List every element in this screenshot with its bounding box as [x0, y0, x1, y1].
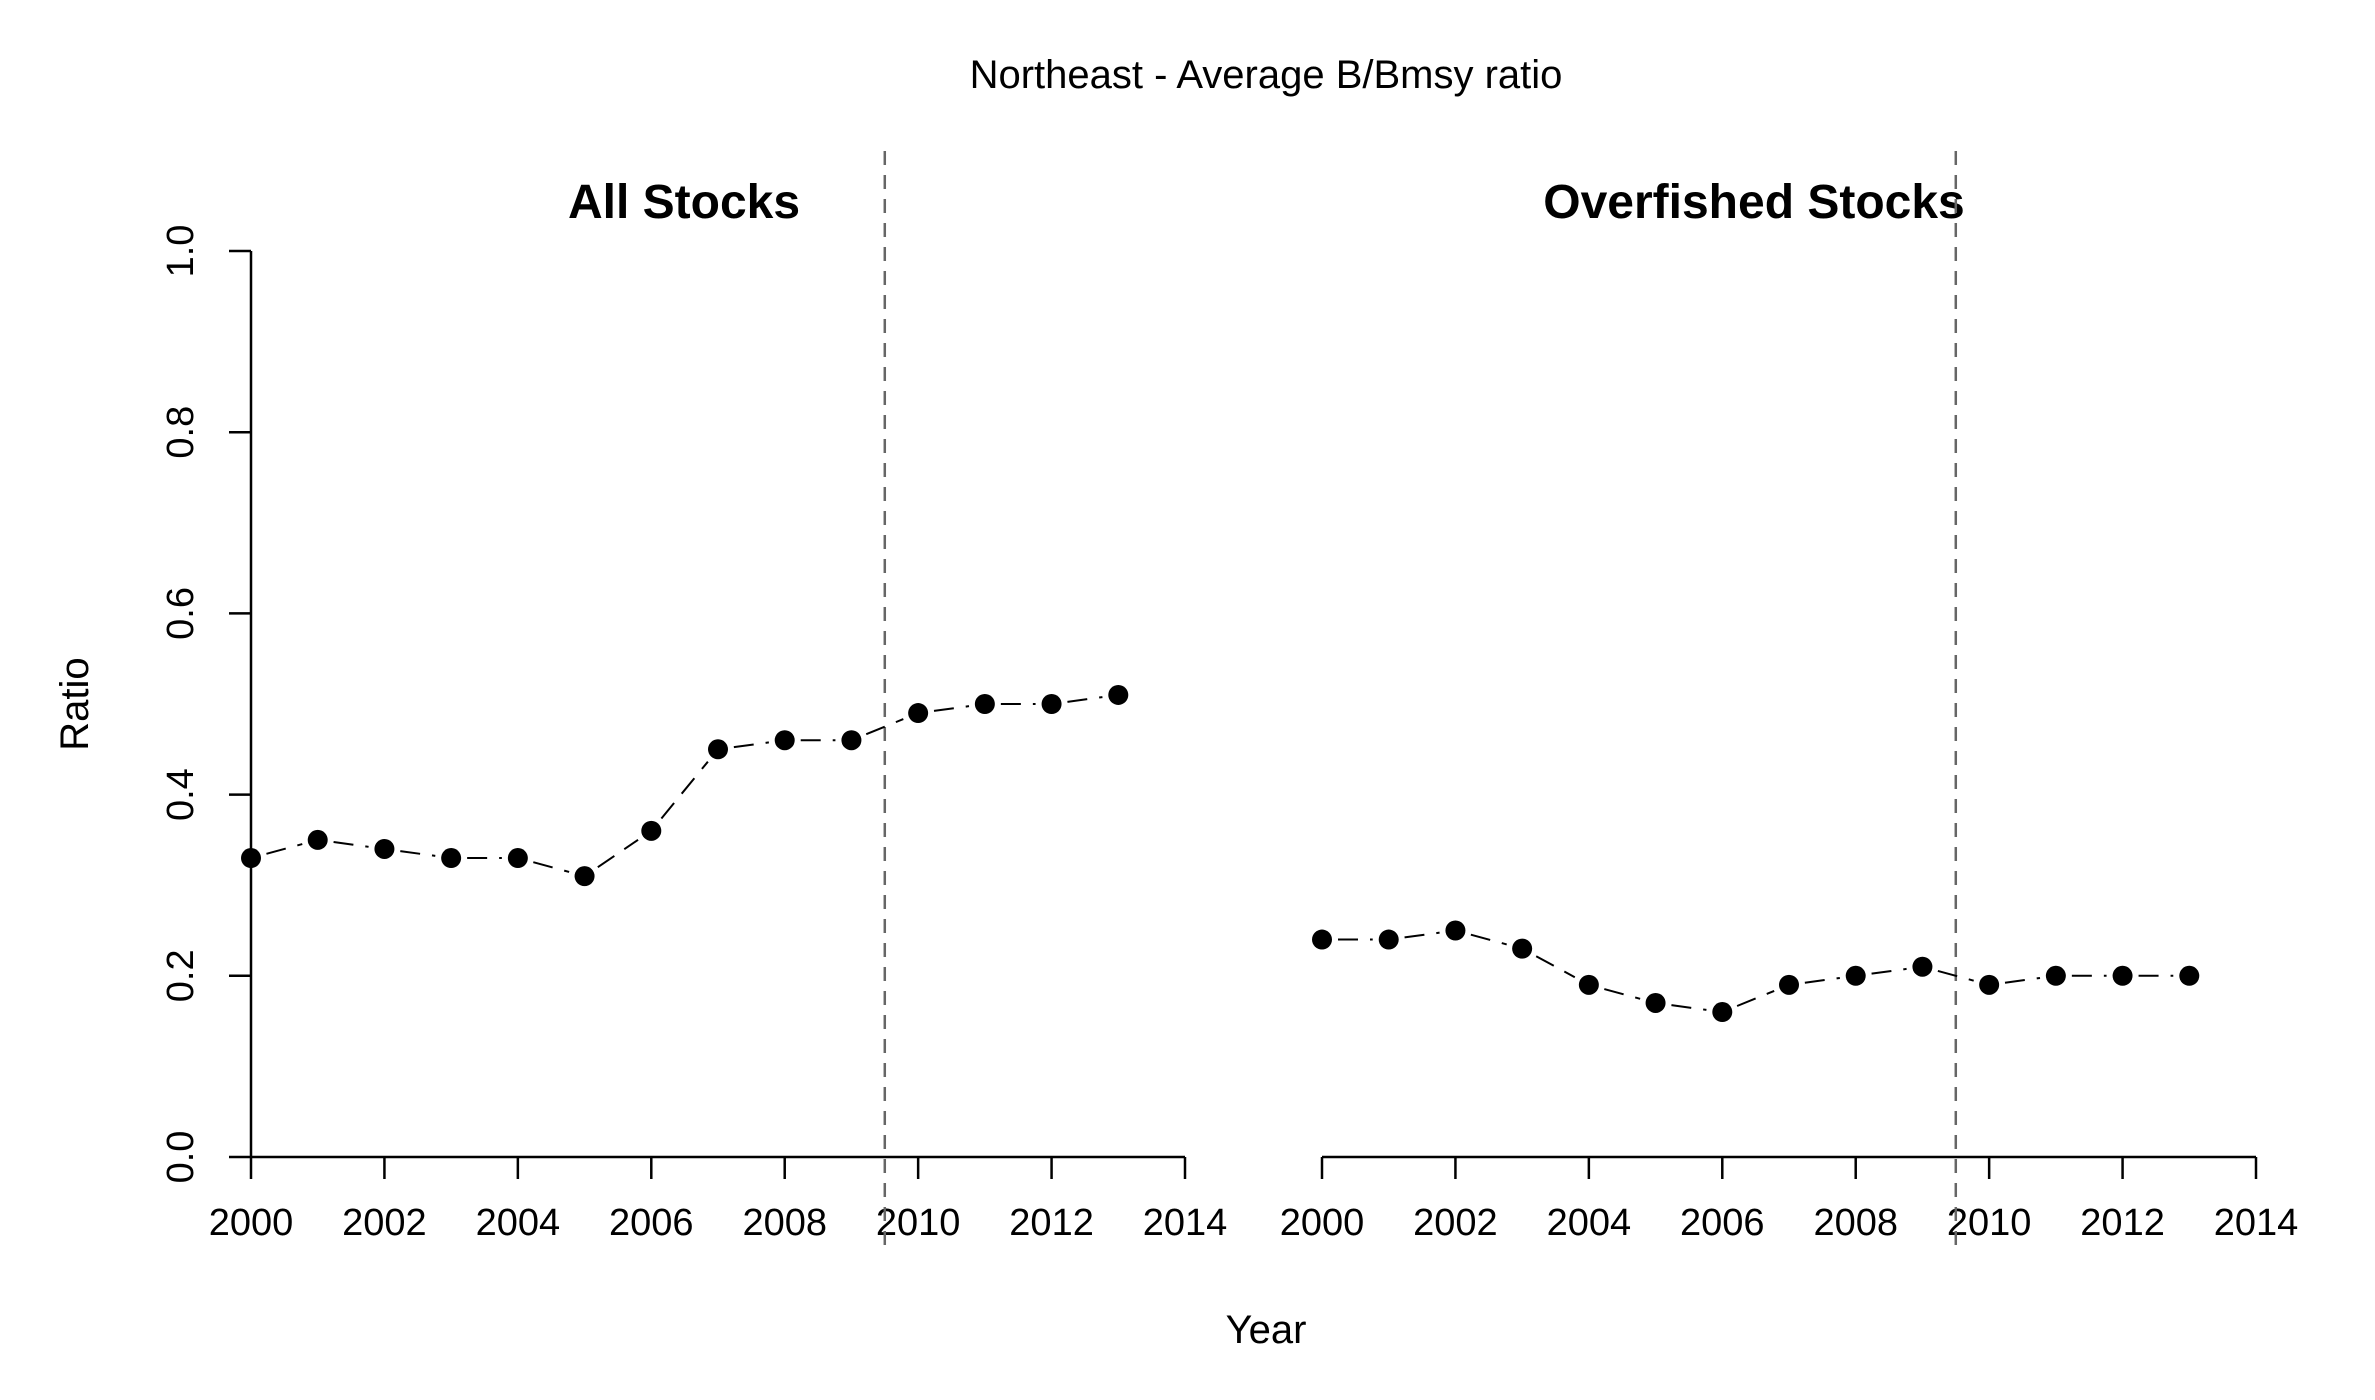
- x-tick-label: 2004: [1547, 1202, 1632, 1244]
- y-tick-label: 0.8: [160, 406, 202, 459]
- x-tick-label: 2010: [876, 1202, 961, 1244]
- panel-1: All Stocks 2000 2002 2004 2006 2008 2010 2012 20…: [160, 151, 1227, 1253]
- series-line-segment: [1937, 969, 1974, 982]
- y-axis-label: Ratio: [53, 657, 97, 750]
- data-point: [908, 703, 929, 724]
- x-tick-label: 2012: [2080, 1202, 2165, 1244]
- data-point: [1041, 694, 1062, 714]
- y-tick-label: 0.4: [160, 768, 202, 821]
- series-line-segment: [660, 761, 709, 820]
- series-line-segment: [1470, 933, 1507, 946]
- series-line-segment: [533, 861, 570, 873]
- main-title: Northeast - Average B/Bmsy ratio: [970, 53, 1563, 97]
- series-line-segment: [597, 839, 639, 868]
- series-line-segment: [1067, 696, 1103, 703]
- data-point: [841, 730, 862, 751]
- x-tick-label: 2004: [476, 1202, 561, 1244]
- data-point: [1578, 974, 1599, 995]
- series-line-segment: [865, 718, 904, 736]
- data-point: [641, 820, 662, 841]
- x-tick-label: 2006: [1680, 1202, 1765, 1244]
- panel-title: All Stocks: [568, 176, 800, 229]
- data-point: [774, 730, 795, 751]
- data-point: [1712, 1002, 1733, 1023]
- data-point: [2112, 965, 2133, 986]
- data-point: [1312, 929, 1332, 950]
- data-point: [2179, 965, 2200, 986]
- data-point: [974, 694, 995, 714]
- panel-title: Overfished Stocks: [1543, 176, 1965, 229]
- data-point: [241, 848, 261, 869]
- data-point: [441, 848, 462, 869]
- y-tick-label: 1.0: [160, 225, 202, 278]
- data-point: [1445, 920, 1466, 941]
- data-point: [1512, 938, 1533, 959]
- data-point: [1845, 965, 1866, 986]
- x-tick-label: 2010: [1947, 1202, 2032, 1244]
- y-tick-label: 0.2: [160, 949, 202, 1002]
- x-axis-label: Year: [1226, 1308, 1307, 1352]
- series-line-segment: [1804, 976, 1840, 984]
- series-line-segment: [1604, 988, 1641, 1000]
- x-tick-label: 2006: [609, 1202, 694, 1244]
- x-tick-label: 2002: [1413, 1202, 1498, 1244]
- series-line-segment: [1871, 967, 1907, 975]
- data-point: [2045, 965, 2066, 986]
- x-tick-label: 2008: [742, 1202, 827, 1244]
- series-line-segment: [933, 705, 970, 712]
- series-line-segment: [733, 741, 769, 749]
- data-point: [1645, 992, 1666, 1013]
- series-line-segment: [400, 850, 436, 857]
- series-line-segment: [1671, 1004, 1707, 1011]
- data-point: [1912, 956, 1933, 977]
- series-line-segment: [1736, 989, 1775, 1007]
- x-tick-label: 2008: [1813, 1202, 1898, 1244]
- data-point: [507, 848, 528, 869]
- y-tick-label: 0.0: [160, 1131, 202, 1184]
- data-point: [1779, 974, 1799, 995]
- data-point: [1979, 974, 2000, 995]
- chart-panels: All Stocks 2000 2002 2004 2006 2008 2010 2012 20…: [160, 151, 2298, 1253]
- data-point: [574, 866, 595, 887]
- series-line-segment: [266, 843, 303, 855]
- series-line-segment: [2004, 976, 2041, 984]
- series-line-segment: [1404, 931, 1440, 939]
- data-point: [374, 838, 395, 859]
- x-tick-label: 2002: [342, 1202, 427, 1244]
- x-tick-label: 2014: [2214, 1202, 2299, 1244]
- series-line-segment: [333, 841, 369, 848]
- series-line-segment: [1535, 955, 1576, 979]
- data-point: [1378, 929, 1399, 950]
- data-point: [1108, 684, 1129, 705]
- x-tick-label: 2000: [1280, 1202, 1365, 1244]
- data-point: [708, 739, 728, 760]
- panel-2: Overfished Stocks 2000 2002 2004 2006 2008 201…: [1280, 151, 2299, 1253]
- x-tick-label: 2014: [1143, 1202, 1228, 1244]
- x-tick-label: 2000: [209, 1202, 294, 1244]
- y-tick-label: 0.6: [160, 587, 202, 640]
- x-tick-label: 2012: [1009, 1202, 1094, 1244]
- data-point: [307, 829, 328, 850]
